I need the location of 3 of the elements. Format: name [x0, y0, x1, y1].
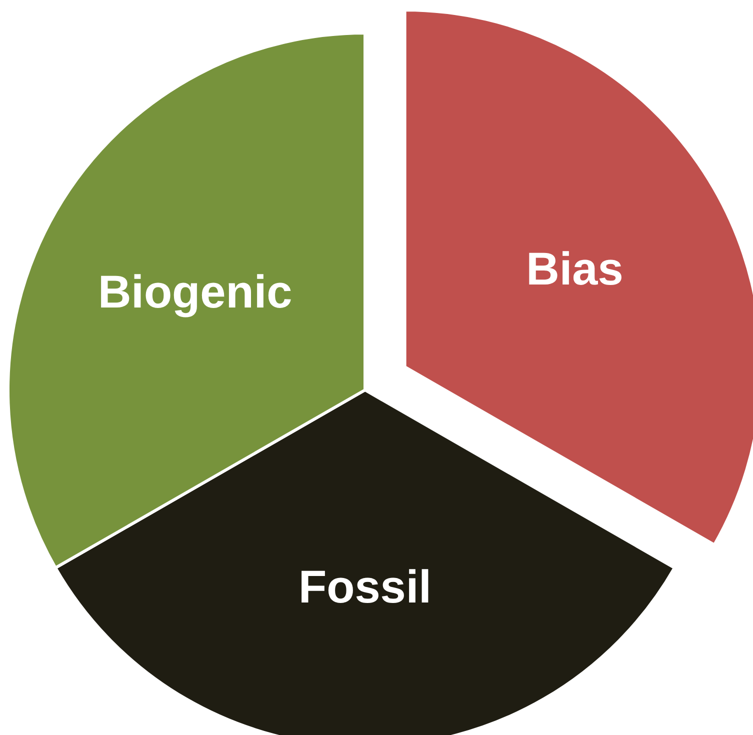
- slice-label: Biogenic: [98, 266, 292, 318]
- slice-label: Bias: [526, 242, 624, 295]
- slice-label: Fossil: [298, 560, 432, 612]
